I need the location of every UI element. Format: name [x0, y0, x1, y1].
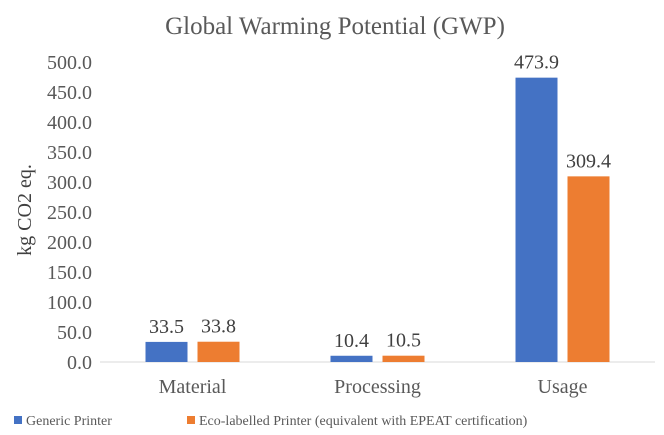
- y-tick-label: 200.0: [47, 232, 92, 254]
- y-tick-label: 0.0: [67, 352, 92, 374]
- x-category-label: Processing: [334, 376, 421, 398]
- data-label: 309.4: [566, 150, 611, 172]
- data-label-group: 33.5 33.8 10.4 10.5 473.9 309.4: [149, 52, 611, 352]
- data-label: 10.4: [334, 330, 369, 352]
- y-tick-label: 400.0: [47, 112, 92, 134]
- data-label: 33.5: [149, 316, 184, 338]
- y-tick-label: 50.0: [57, 322, 92, 344]
- y-tick-label: 450.0: [47, 82, 92, 104]
- x-category-label: Material: [159, 376, 227, 398]
- y-tick-label: 250.0: [47, 202, 92, 224]
- data-label: 10.5: [386, 330, 421, 352]
- bar-eco-processing: [382, 355, 425, 362]
- legend-swatch-generic: [14, 416, 22, 424]
- y-tick-group: 0.0 50.0 100.0 150.0 200.0 250.0 300.0 350.0 400…: [47, 52, 92, 374]
- legend-swatch-eco: [187, 416, 195, 424]
- chart-title: Global Warming Potential (GWP): [165, 13, 505, 40]
- y-tick-label: 100.0: [47, 292, 92, 314]
- data-label: 473.9: [514, 52, 559, 74]
- bar-generic-processing: [330, 355, 373, 362]
- x-category-label: Usage: [538, 376, 588, 398]
- y-tick-label: 500.0: [47, 52, 92, 74]
- legend-label-eco: Eco-labelled Printer (equivalent with EP…: [199, 414, 528, 429]
- y-tick-label: 350.0: [47, 142, 92, 164]
- y-tick-label: 300.0: [47, 172, 92, 194]
- legend: Generic Printer Eco-labelled Printer (equ…: [14, 414, 528, 429]
- bar-generic-material: [145, 341, 188, 362]
- y-tick-label: 150.0: [47, 262, 92, 284]
- data-label: 33.8: [201, 316, 236, 338]
- category-label-group: Material Processing Usage: [159, 376, 588, 398]
- bar-group: [145, 77, 610, 362]
- bar-generic-usage: [515, 77, 558, 362]
- bar-eco-material: [197, 341, 240, 362]
- bar-eco-usage: [567, 176, 610, 362]
- legend-label-generic: Generic Printer: [26, 414, 112, 429]
- y-axis-label: kg CO2 eq.: [14, 164, 36, 256]
